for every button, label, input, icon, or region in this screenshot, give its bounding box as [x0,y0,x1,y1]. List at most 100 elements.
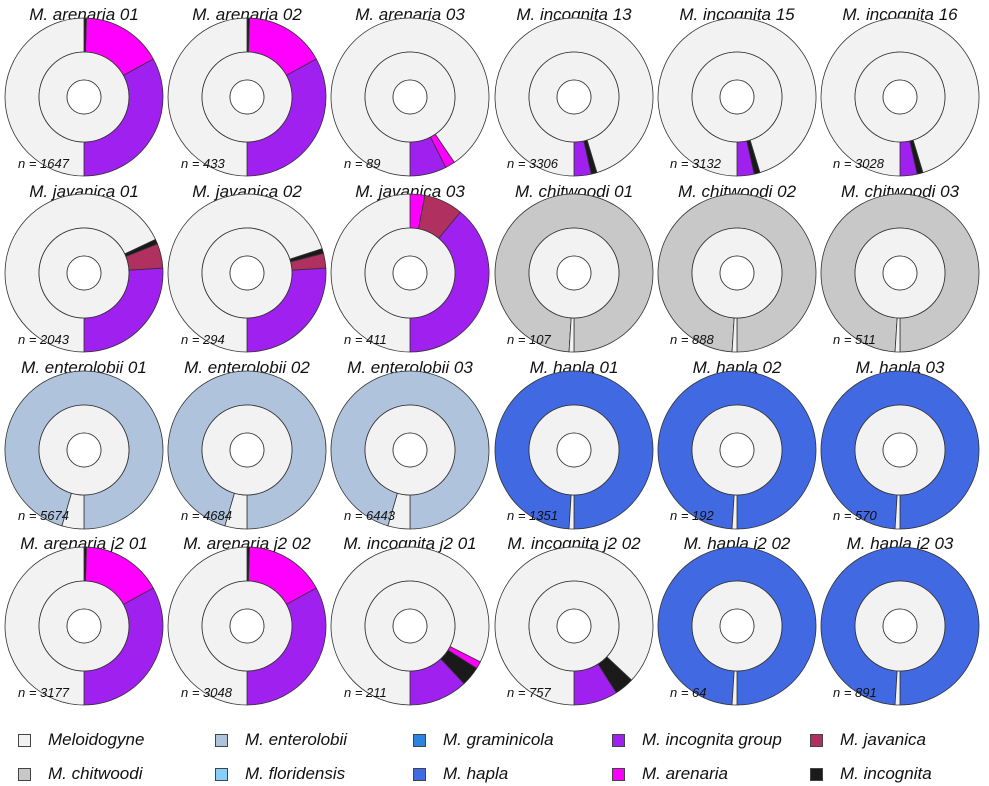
sample-count: n = 570 [833,508,878,523]
legend-swatch-javanica [810,733,823,747]
legend-item-javanica: M. javanica [810,728,926,752]
sample-count: n = 192 [670,508,715,523]
legend-swatch-meloidogyne [18,733,31,747]
sample-count: n = 3306 [507,156,559,171]
chart-title: M. arenaria 03 [355,5,465,24]
legend-swatch-graminicola [413,733,426,747]
chart-title: M. chitwoodi 03 [841,182,960,201]
legend-label-incognita-group: M. incognita group [642,730,782,749]
chart-title: M. incognita j2 02 [507,534,641,553]
sample-count: n = 4684 [181,508,232,523]
krona-chart: M. hapla 01 n = 1351 [494,358,654,530]
center-hole [556,432,592,468]
legend-item-incognita-group: M. incognita group [612,728,782,752]
chart-title: M. enterolobii 01 [21,358,147,377]
sample-count: n = 3048 [181,685,233,700]
sample-count: n = 89 [344,156,381,171]
center-hole [882,608,918,644]
krona-chart: M. hapla j2 02 n = 64 [657,534,817,706]
krona-chart: M. incognita j2 01 n = 211 [330,534,490,706]
sample-count: n = 107 [507,332,552,347]
chart-title: M. hapla j2 02 [684,534,791,553]
center-hole [66,79,102,115]
chart-title: M. hapla 02 [693,358,782,377]
krona-chart: M. chitwoodi 03 n = 511 [820,182,980,353]
krona-chart: M. javanica 03 n = 411 [330,182,490,353]
legend-swatch-floridensis [215,767,228,781]
krona-chart: M. arenaria 01 n = 1647 [4,5,164,177]
krona-chart: M. hapla j2 03 n = 891 [820,534,980,706]
chart-title: M. arenaria 01 [29,5,139,24]
legend-swatch-incognita-group [612,733,625,747]
sample-count: n = 1351 [507,508,558,523]
krona-chart: M. arenaria j2 02 n = 3048 [167,534,327,706]
legend-label-hapla: M. hapla [443,764,509,783]
legend-label-graminicola: M. graminicola [443,730,554,749]
legend-label-incognita: M. incognita [840,764,932,783]
krona-chart: M. javanica 01 n = 2043 [4,182,164,353]
center-hole [229,79,265,115]
sample-count: n = 3028 [833,156,885,171]
chart-title: M. arenaria j2 02 [183,534,311,553]
legend-label-meloidogyne: Meloidogyne [48,730,145,749]
center-hole [392,608,428,644]
krona-chart: M. arenaria 03 n = 89 [330,5,490,177]
krona-chart: M. arenaria 02 n = 433 [167,5,327,177]
center-hole [392,255,428,291]
legend-swatch-incognita [810,767,823,781]
chart-title: M. incognita 16 [842,5,958,24]
chart-title: M. javanica 02 [192,182,302,201]
chart-title: M. incognita 13 [516,5,632,24]
chart-title: M. incognita 15 [679,5,795,24]
sample-count: n = 411 [344,332,387,347]
sample-count: n = 64 [670,685,707,700]
krona-chart: M. hapla 02 n = 192 [657,358,817,530]
center-hole [556,79,592,115]
krona-chart: M. incognita j2 02 n = 757 [494,534,654,706]
legend-item-enterolobii: M. enterolobii [215,728,347,752]
chart-title: M. arenaria j2 01 [20,534,148,553]
sample-count: n = 2043 [18,332,70,347]
sample-count: n = 5674 [18,508,69,523]
chart-title: M. hapla 01 [530,358,619,377]
krona-chart: M. hapla 03 n = 570 [820,358,980,530]
center-hole [882,255,918,291]
sample-count: n = 3177 [18,685,70,700]
center-hole [556,608,592,644]
sample-count: n = 891 [833,685,877,700]
center-hole [229,608,265,644]
chart-title: M. incognita j2 01 [343,534,476,553]
center-hole [556,255,592,291]
legend-item-hapla: M. hapla [413,762,508,786]
legend-swatch-arenaria [612,767,625,781]
center-hole [719,432,755,468]
krona-chart: M. chitwoodi 02 n = 888 [657,182,817,353]
legend-item-meloidogyne: Meloidogyne [18,728,144,752]
center-hole [229,432,265,468]
krona-chart: M. incognita 16 n = 3028 [820,5,980,177]
legend-label-arenaria: M. arenaria [642,764,728,783]
legend-label-floridensis: M. floridensis [245,764,346,783]
legend-item-incognita: M. incognita [810,762,932,786]
chart-title: M. enterolobii 03 [347,358,473,377]
legend-item-chitwoodi: M. chitwoodi [18,762,142,786]
sample-count: n = 3132 [670,156,722,171]
chart-title: M. javanica 03 [355,182,465,201]
center-hole [719,79,755,115]
krona-chart: M. arenaria j2 01 n = 3177 [4,534,164,706]
center-hole [66,608,102,644]
sample-count: n = 211 [344,685,387,700]
krona-chart: M. enterolobii 02 n = 4684 [167,358,327,530]
sample-count: n = 511 [833,332,876,347]
legend-label-enterolobii: M. enterolobii [245,730,348,749]
center-hole [882,432,918,468]
krona-chart: M. chitwoodi 01 n = 107 [494,182,654,353]
legend: Meloidogyne M. enterolobii M. graminicol… [0,720,989,786]
chart-title: M. chitwoodi 02 [678,182,797,201]
chart-title: M. javanica 01 [29,182,139,201]
legend-label-chitwoodi: M. chitwoodi [48,764,143,783]
sample-count: n = 1647 [18,156,70,171]
center-hole [392,79,428,115]
center-hole [719,255,755,291]
